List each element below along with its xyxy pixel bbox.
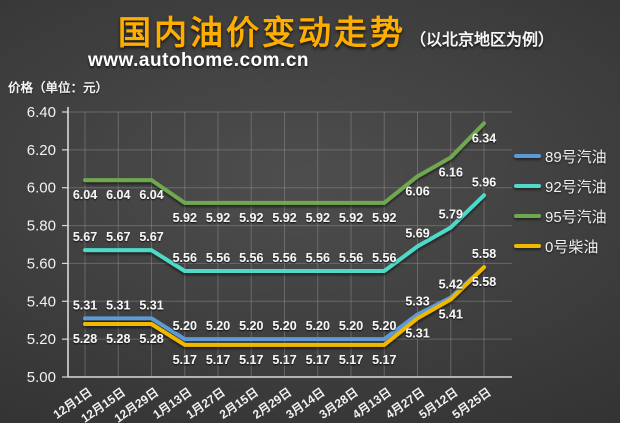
y-tick-label: 5.60 [27,255,56,272]
legend-swatch-0-diesel [514,243,541,249]
data-label: 5.28 [106,332,130,346]
data-label: 5.33 [405,295,429,309]
legend-item-95-gasoline: 95号汽油 [514,206,607,226]
data-label: 6.34 [472,131,496,145]
y-tick-label: 6.40 [27,104,56,121]
data-label: 5.28 [73,332,97,346]
data-label: 5.20 [272,319,296,333]
data-label: 5.17 [339,353,363,367]
data-label: 5.92 [339,211,363,225]
data-label: 5.92 [306,211,330,225]
series-line-0 [83,265,486,342]
legend-item-0-diesel: 0号柴油 [514,236,607,256]
axes [62,107,512,378]
data-label: 5.69 [405,226,429,240]
data-label: 5.31 [139,298,163,312]
data-label: 5.28 [139,332,163,346]
data-label: 5.58 [472,275,496,289]
y-tick-label: 6.00 [27,180,56,197]
data-label: 5.42 [439,278,463,292]
watermark-url: www.autohome.com.cn [88,50,309,71]
y-tick-label: 5.80 [27,218,56,235]
data-label: 5.67 [139,230,163,244]
data-label: 5.56 [272,251,296,265]
data-label: 6.04 [73,188,97,202]
data-label: 5.17 [239,353,263,367]
page-title: 国内油价变动走势 [118,14,406,51]
data-label: 6.04 [139,188,163,202]
data-label: 5.17 [272,353,296,367]
data-label: 5.67 [106,230,130,244]
legend-swatch-89-gasoline [514,153,541,159]
gridlines [68,111,512,377]
legend-label-95-gasoline: 95号汽油 [545,208,607,226]
data-label: 5.56 [372,251,396,265]
series-line-1 [83,193,486,273]
series-lines [83,121,486,347]
data-label: 5.67 [73,230,97,244]
data-label: 5.92 [372,211,396,225]
data-label: 5.92 [239,211,263,225]
y-tick-label: 5.20 [27,331,56,348]
data-label: 5.20 [306,319,330,333]
data-label: 5.17 [206,353,230,367]
y-tick-label: 6.20 [27,142,56,159]
data-label: 5.56 [206,251,230,265]
data-label: 6.04 [106,188,130,202]
legend-label-92-gasoline: 92号汽油 [545,178,607,196]
legend: 89号汽油 92号汽油 95号汽油 0号柴油 [514,146,607,256]
data-label: 5.20 [206,319,230,333]
data-label: 5.92 [272,211,296,225]
data-label: 5.56 [173,251,197,265]
data-label: 5.56 [239,251,263,265]
data-label: 5.20 [372,319,396,333]
data-label: 5.56 [306,251,330,265]
page-subtitle: （以北京地区为例） [410,32,555,49]
data-label: 6.06 [405,184,429,198]
data-label: 5.58 [472,247,496,261]
chart-title-row: 国内油价变动走势 （以北京地区为例） [118,6,554,54]
data-label: 5.20 [173,319,197,333]
legend-label-0-diesel: 0号柴油 [545,238,599,256]
legend-item-92-gasoline: 92号汽油 [514,176,607,196]
data-label: 5.17 [372,353,396,367]
y-tick-label: 5.00 [27,369,56,386]
data-label: 5.96 [472,175,496,189]
legend-label-89-gasoline: 89号汽油 [545,148,607,166]
data-label: 5.79 [439,207,463,221]
data-label: 5.56 [339,251,363,265]
legend-swatch-95-gasoline [514,213,541,219]
data-label: 5.20 [339,319,363,333]
data-label: 5.17 [173,353,197,367]
y-tick-label: 5.40 [27,293,56,310]
data-label: 5.31 [405,326,429,340]
legend-item-89-gasoline: 89号汽油 [514,146,607,166]
data-label: 5.92 [206,211,230,225]
legend-swatch-92-gasoline [514,183,541,189]
series-line-2 [83,121,486,205]
y-axis-title: 价格（单位：元） [8,81,109,95]
data-label: 5.17 [306,353,330,367]
data-labels: 5.31 5.31 5.31 5.20 5.20 5.20 5.20 5.20 5.20 5.20… [73,131,496,366]
series-line-3 [83,265,486,347]
data-label: 5.31 [106,298,130,312]
data-label: 5.92 [173,211,197,225]
data-label: 6.16 [439,165,463,179]
data-label: 5.41 [439,307,463,321]
data-label: 5.31 [73,298,97,312]
data-label: 5.20 [239,319,263,333]
